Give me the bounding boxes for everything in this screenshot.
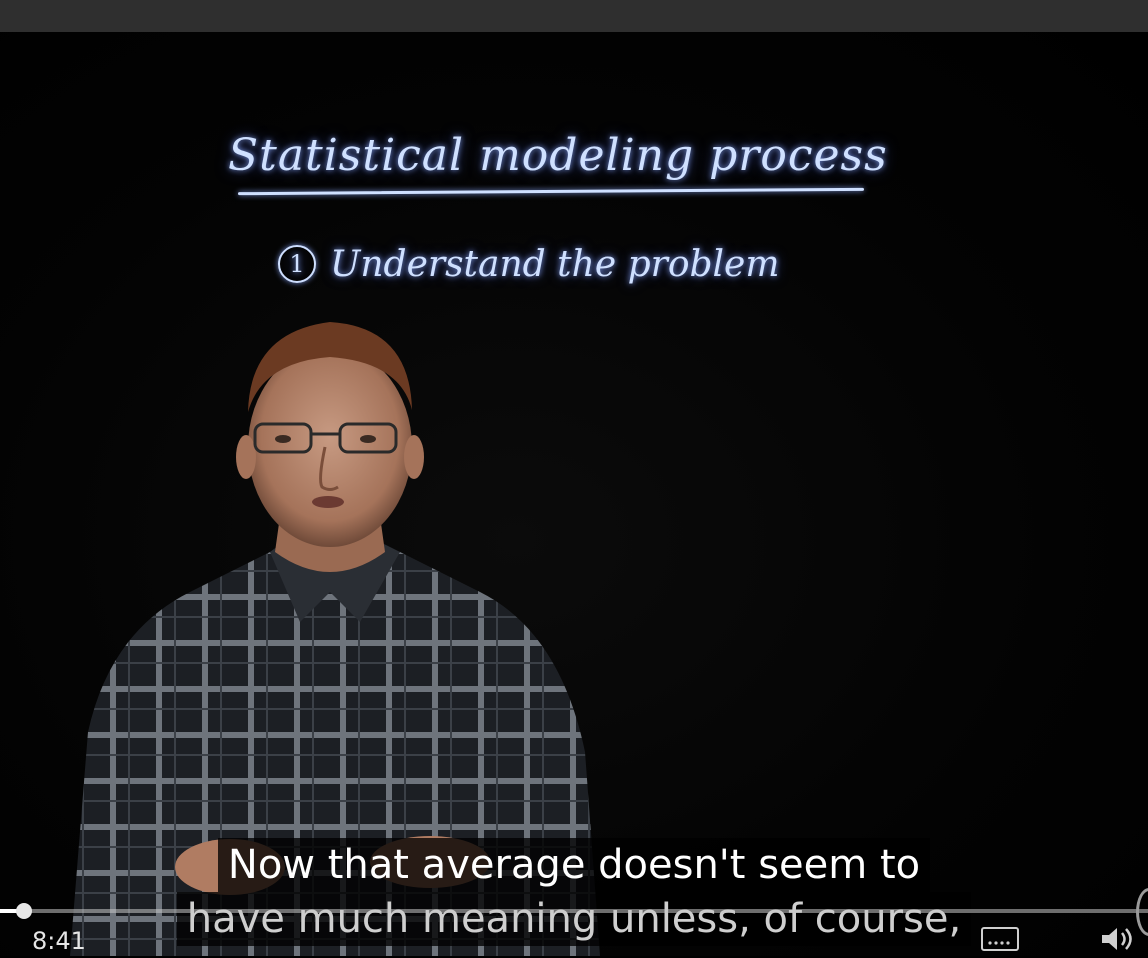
subtitles: Now that average doesn't seem to have mu… (0, 838, 1148, 946)
progress-bar[interactable] (0, 909, 1148, 913)
presenter-figure (70, 322, 600, 956)
board-step: 1 Understand the problem (278, 244, 780, 285)
top-bar (0, 0, 1148, 32)
board-title: Statistical modeling process (228, 130, 888, 181)
step-number: 1 (278, 245, 316, 283)
video-frame[interactable]: Statistical modeling process 1 Understand… (0, 32, 1148, 956)
captions-icon (981, 927, 1019, 951)
progress-handle[interactable] (16, 903, 32, 919)
captions-button[interactable] (980, 926, 1020, 952)
progress-fill (0, 909, 23, 913)
time-display: 8:41 (32, 927, 86, 955)
volume-icon (1102, 928, 1132, 950)
subtitle-line-1: Now that average doesn't seem to (217, 838, 931, 892)
step-text: Understand the problem (330, 244, 780, 285)
volume-button[interactable] (1098, 924, 1140, 954)
subtitle-line-2: have much meaning unless, of course, (176, 892, 972, 946)
